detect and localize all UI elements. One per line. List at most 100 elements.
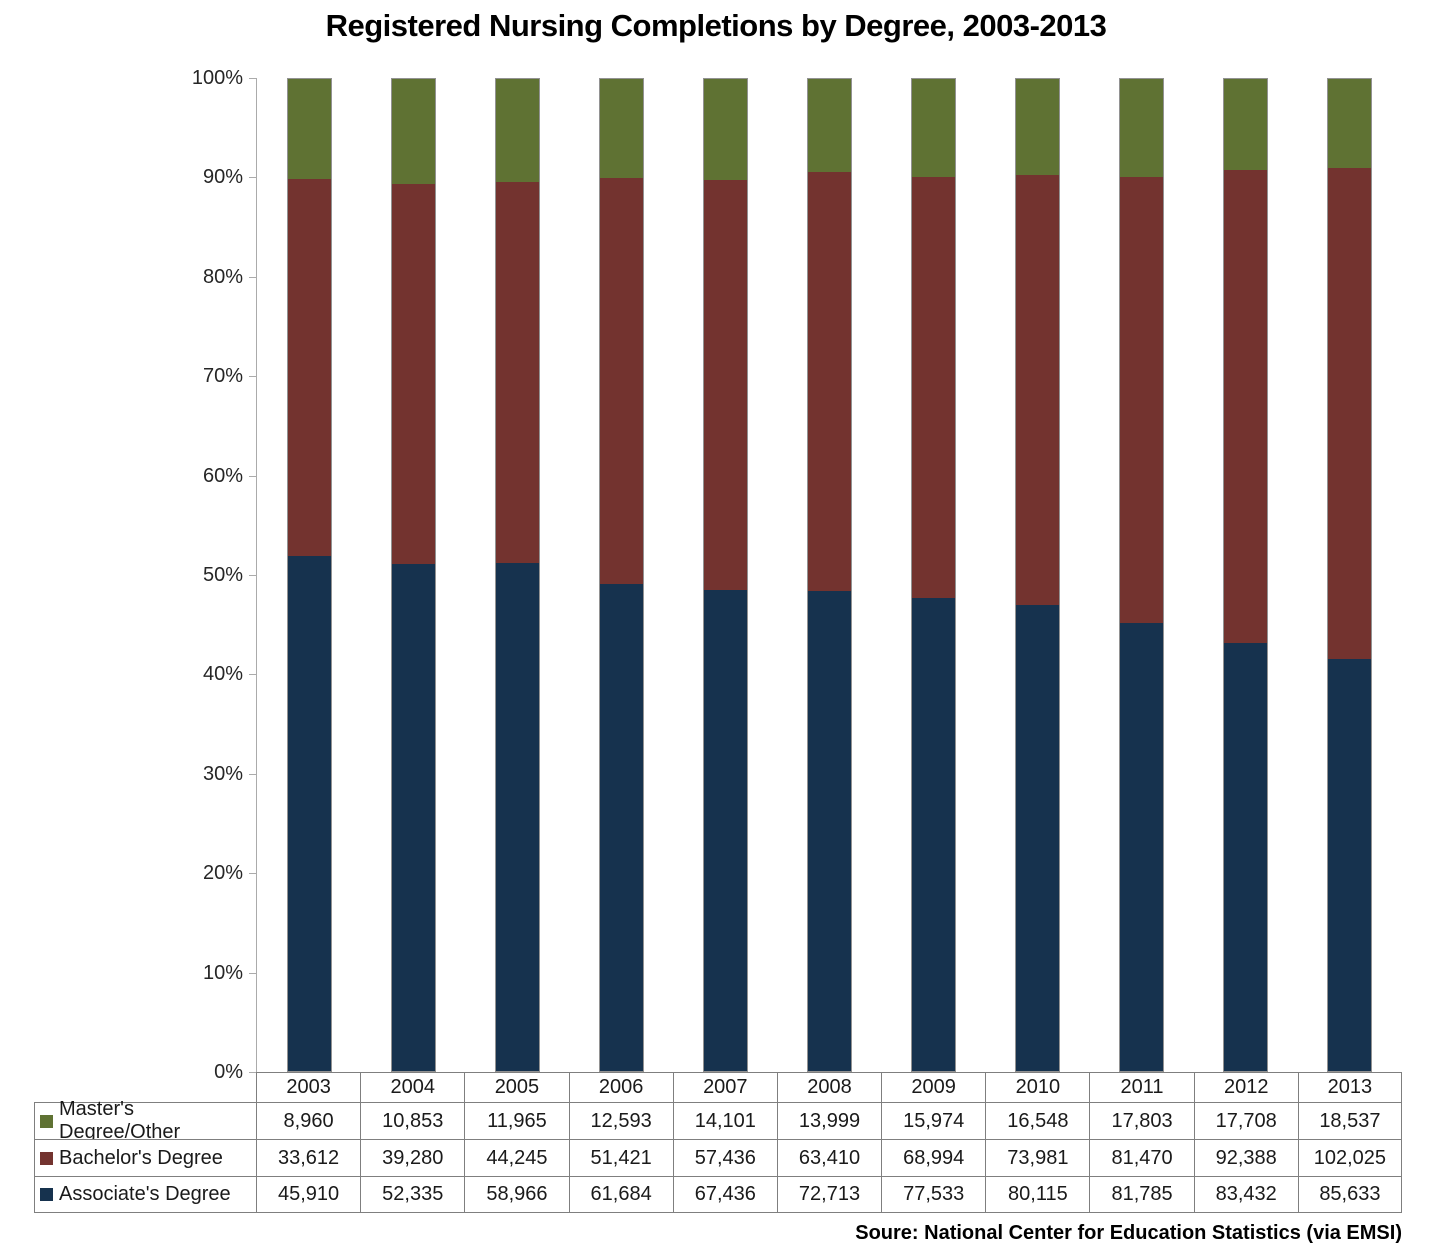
bar-segment-2008-associate-s-degree (808, 590, 852, 1071)
bar-segment-2004-master-s-degree-other (391, 79, 435, 185)
table-value-bachelor-s-degree-2007: 57,436 (672, 1139, 777, 1176)
year-header-2006: 2006 (568, 1072, 673, 1102)
legend-swatch-associate-s-degree (40, 1188, 53, 1201)
stacked-bar-2003 (286, 78, 332, 1072)
table-value-associate-s-degree-2010: 80,115 (985, 1176, 1090, 1213)
series-name-master-s-degree-other: Master's Degree/Other (59, 1098, 181, 1143)
legend-row-label-bachelor-s-degree: Bachelor's Degree (34, 1139, 256, 1176)
source-note: Soure: National Center for Education Sta… (855, 1222, 1402, 1244)
bar-segment-2009-bachelor-s-degree (912, 176, 956, 598)
bar-segment-2006-associate-s-degree (599, 584, 643, 1071)
bar-slot-2010 (986, 78, 1090, 1072)
table-value-master-s-degree-other-2004: 10,853 (360, 1102, 465, 1139)
table-value-master-s-degree-other-2008: 13,999 (776, 1102, 882, 1139)
bar-segment-2011-associate-s-degree (1120, 622, 1164, 1071)
table-value-master-s-degree-other-2011: 17,803 (1089, 1102, 1194, 1139)
table-value-bachelor-s-degree-2009: 68,994 (881, 1139, 986, 1176)
table-value-master-s-degree-other-2005: 11,965 (464, 1102, 569, 1139)
y-axis-tick-label-40: 40% (202, 663, 243, 686)
table-value-master-s-degree-other-2007: 14,101 (672, 1102, 777, 1139)
bar-segment-2010-bachelor-s-degree (1016, 175, 1060, 606)
bar-slot-2003 (257, 78, 361, 1072)
bar-segment-2007-associate-s-degree (703, 589, 747, 1071)
y-axis-tick-mark-20 (249, 873, 257, 875)
bar-slot-2009 (882, 78, 986, 1072)
year-header-2005: 2005 (464, 1072, 569, 1102)
y-axis-tick-label-30: 30% (202, 762, 243, 785)
year-header-2008: 2008 (776, 1072, 882, 1102)
year-header-2011: 2011 (1089, 1072, 1194, 1102)
bar-segment-2005-master-s-degree-other (495, 79, 539, 183)
year-header-2010: 2010 (985, 1072, 1090, 1102)
bar-segment-2003-bachelor-s-degree (287, 179, 331, 557)
bar-slot-2007 (673, 78, 777, 1072)
stacked-bar-2008 (807, 78, 853, 1072)
y-axis-tick-mark-40 (249, 674, 257, 676)
table-value-associate-s-degree-2007: 67,436 (672, 1176, 777, 1213)
bar-segment-2012-associate-s-degree (1224, 643, 1268, 1071)
table-value-bachelor-s-degree-2013: 102,025 (1297, 1139, 1402, 1176)
bar-segment-2011-bachelor-s-degree (1120, 176, 1164, 623)
bar-segment-2010-associate-s-degree (1016, 605, 1060, 1071)
bar-segment-2006-master-s-degree-other (599, 79, 643, 179)
y-axis-tick-mark-30 (249, 773, 257, 775)
table-value-bachelor-s-degree-2011: 81,470 (1089, 1139, 1194, 1176)
bar-segment-2005-associate-s-degree (495, 563, 539, 1071)
table-value-master-s-degree-other-2010: 16,548 (985, 1102, 1090, 1139)
table-value-associate-s-degree-2013: 85,633 (1297, 1176, 1402, 1213)
table-value-bachelor-s-degree-2003: 33,612 (256, 1139, 361, 1176)
bar-segment-2006-bachelor-s-degree (599, 178, 643, 585)
table-value-master-s-degree-other-2006: 12,593 (568, 1102, 673, 1139)
stacked-bar-2013 (1327, 78, 1373, 1072)
y-axis-tick-mark-100 (249, 78, 257, 79)
bar-segment-2011-master-s-degree-other (1120, 79, 1164, 177)
plot-area: 0% 10% 20% 30% 40% 50% 60% 70% 80% 90% 100% (192, 67, 1402, 1083)
series-name-associate-s-degree: Associate's Degree (59, 1183, 231, 1205)
table-value-master-s-degree-other-2012: 17,708 (1193, 1102, 1298, 1139)
bar-segment-2012-master-s-degree-other (1224, 79, 1268, 170)
stacked-bar-2004 (390, 78, 436, 1072)
y-axis-tick-label-0: 0% (214, 1061, 243, 1083)
y-axis-tick-label-90: 90% (202, 166, 243, 189)
series-name-bachelor-s-degree: Bachelor's Degree (59, 1146, 223, 1169)
table-value-bachelor-s-degree-2004: 39,280 (360, 1139, 465, 1176)
bar-slot-2011 (1090, 78, 1194, 1072)
table-value-bachelor-s-degree-2006: 51,421 (568, 1139, 673, 1176)
table-value-master-s-degree-other-2003: 8,960 (256, 1102, 361, 1139)
table-value-associate-s-degree-2011: 81,785 (1089, 1176, 1194, 1213)
bar-segment-2003-master-s-degree-other (287, 79, 331, 180)
table-value-master-s-degree-other-2013: 18,537 (1297, 1102, 1402, 1139)
bar-segment-2013-bachelor-s-degree (1328, 168, 1372, 660)
table-value-associate-s-degree-2005: 58,966 (464, 1176, 569, 1213)
legend-row-label-associate-s-degree: Associate's Degree (34, 1176, 256, 1213)
stacked-bar-2011 (1119, 78, 1165, 1072)
stacked-bar-2006 (598, 78, 644, 1072)
bar-segment-2012-bachelor-s-degree (1224, 169, 1268, 644)
bar-slot-2004 (361, 78, 465, 1072)
y-axis-tick-mark-80 (249, 276, 257, 278)
table-value-master-s-degree-other-2009: 15,974 (881, 1102, 986, 1139)
bars-container (257, 78, 1402, 1072)
y-axis-tick-mark-10 (249, 972, 257, 974)
year-header-2009: 2009 (881, 1072, 986, 1102)
bar-slot-2008 (777, 78, 881, 1072)
bar-segment-2009-associate-s-degree (912, 597, 956, 1071)
stacked-bar-2005 (494, 78, 540, 1072)
bar-segment-2004-bachelor-s-degree (391, 184, 435, 565)
stacked-bar-2007 (702, 78, 748, 1072)
bar-slot-2013 (1298, 78, 1402, 1072)
table-value-associate-s-degree-2009: 77,533 (881, 1176, 986, 1213)
table-value-bachelor-s-degree-2005: 44,245 (464, 1139, 569, 1176)
stacked-bar-2009 (911, 78, 957, 1072)
bar-segment-2008-master-s-degree-other (808, 79, 852, 172)
y-axis-tick-label-20: 20% (202, 862, 243, 885)
table-value-bachelor-s-degree-2012: 92,388 (1193, 1139, 1298, 1176)
table-value-bachelor-s-degree-2010: 73,981 (985, 1139, 1090, 1176)
bar-slot-2005 (465, 78, 569, 1072)
bar-segment-2009-master-s-degree-other (912, 79, 956, 177)
bar-segment-2013-associate-s-degree (1328, 659, 1372, 1071)
y-axis-tick-mark-0 (249, 1072, 257, 1073)
table-value-associate-s-degree-2008: 72,713 (776, 1176, 882, 1213)
y-axis-tick-mark-70 (249, 376, 257, 378)
